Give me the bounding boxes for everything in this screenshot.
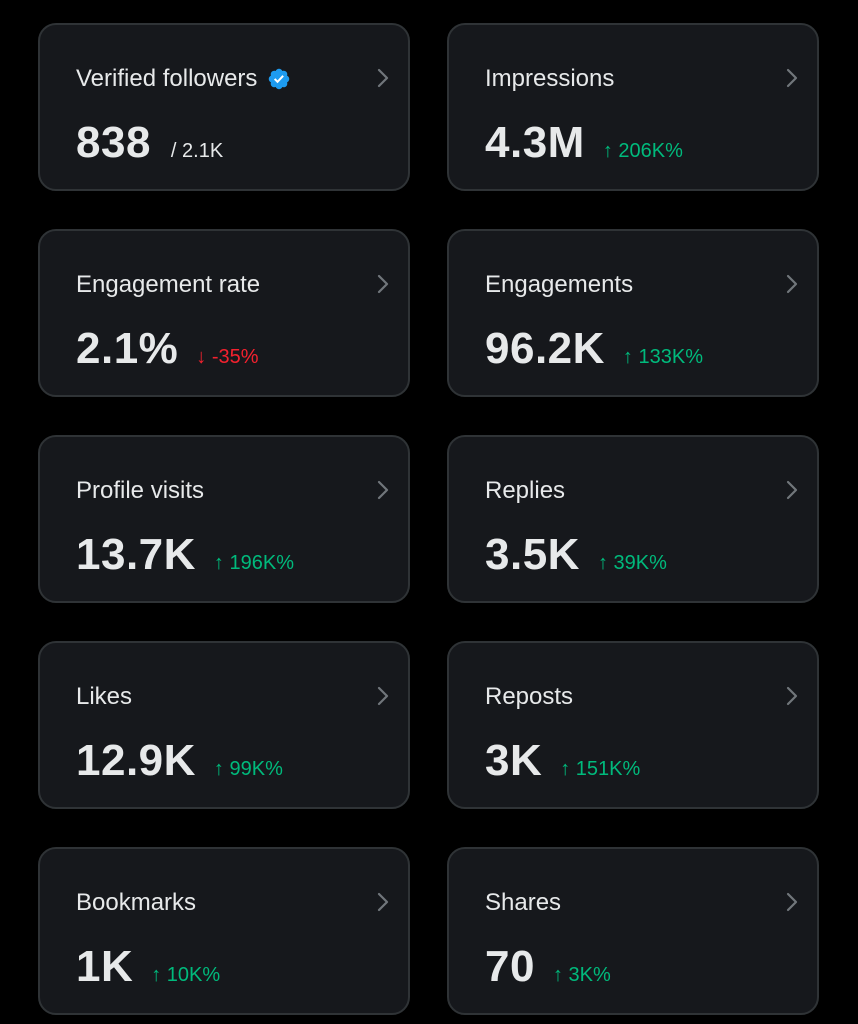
metric-change: ↓ -35% [196, 346, 259, 368]
card-title: Bookmarks [76, 889, 197, 916]
card-profile-visits[interactable]: Profile visits 13.7K ↑ 196K% [38, 435, 410, 603]
chevron-right-icon [786, 68, 798, 88]
chevron-right-icon [786, 480, 798, 500]
chevron-right-icon [786, 274, 798, 294]
chevron-right-icon [377, 686, 389, 706]
card-title: Verified followers [76, 65, 291, 93]
metric-value: 3K [485, 736, 543, 785]
metric-change: ↑ 10K% [151, 964, 221, 986]
metric-row: 3K ↑ 151K% [485, 735, 640, 787]
card-title: Likes [76, 683, 133, 710]
card-title: Engagements [485, 271, 634, 298]
card-reposts[interactable]: Reposts 3K ↑ 151K% [447, 641, 819, 809]
chevron-right-icon [377, 274, 389, 294]
card-likes[interactable]: Likes 12.9K ↑ 99K% [38, 641, 410, 809]
metric-value: 2.1% [76, 324, 179, 373]
metric-change: ↑ 99K% [213, 758, 283, 780]
metric-row: 3.5K ↑ 39K% [485, 529, 667, 581]
card-shares[interactable]: Shares 70 ↑ 3K% [447, 847, 819, 1015]
metric-change: ↑ 151K% [560, 758, 641, 780]
metric-row: 70 ↑ 3K% [485, 941, 611, 993]
metric-change: ↑ 3K% [552, 964, 611, 986]
card-title: Reposts [485, 683, 574, 710]
chevron-right-icon [377, 68, 389, 88]
card-engagements[interactable]: Engagements 96.2K ↑ 133K% [447, 229, 819, 397]
chevron-right-icon [377, 892, 389, 912]
metric-row: 1K ↑ 10K% [76, 941, 220, 993]
metric-value: 70 [485, 942, 535, 991]
card-title: Shares [485, 889, 562, 916]
metric-row: 96.2K ↑ 133K% [485, 323, 703, 375]
card-title: Engagement rate [76, 271, 261, 298]
card-impressions[interactable]: Impressions 4.3M ↑ 206K% [447, 23, 819, 191]
metric-change: ↑ 39K% [597, 552, 667, 574]
metric-value: 96.2K [485, 324, 605, 373]
metric-change: ↑ 133K% [622, 346, 703, 368]
metric-value: 13.7K [76, 530, 196, 579]
metric-total: / 2.1K [170, 140, 224, 162]
card-verified-followers[interactable]: Verified followers 838 / 2.1K [38, 23, 410, 191]
chevron-right-icon [786, 892, 798, 912]
card-bookmarks[interactable]: Bookmarks 1K ↑ 10K% [38, 847, 410, 1015]
metric-row: 12.9K ↑ 99K% [76, 735, 283, 787]
metric-change: ↑ 196K% [213, 552, 294, 574]
metric-row: 4.3M ↑ 206K% [485, 117, 683, 169]
metric-row: 13.7K ↑ 196K% [76, 529, 294, 581]
card-title: Profile visits [76, 477, 205, 504]
card-title-text: Verified followers [76, 65, 258, 92]
metric-value: 1K [76, 942, 134, 991]
verified-badge-icon [269, 68, 290, 90]
chevron-right-icon [786, 686, 798, 706]
metric-row: 838 / 2.1K [76, 117, 223, 169]
card-title: Impressions [485, 65, 615, 92]
metric-value: 12.9K [76, 736, 196, 785]
metric-change: ↑ 206K% [602, 140, 683, 162]
chevron-right-icon [377, 480, 389, 500]
card-replies[interactable]: Replies 3.5K ↑ 39K% [447, 435, 819, 603]
metric-value: 3.5K [485, 530, 580, 579]
metric-value: 838 [76, 118, 151, 167]
metric-value: 4.3M [485, 118, 585, 167]
metric-row: 2.1% ↓ -35% [76, 323, 259, 375]
card-title: Replies [485, 477, 566, 504]
card-engagement-rate[interactable]: Engagement rate 2.1% ↓ -35% [38, 229, 410, 397]
